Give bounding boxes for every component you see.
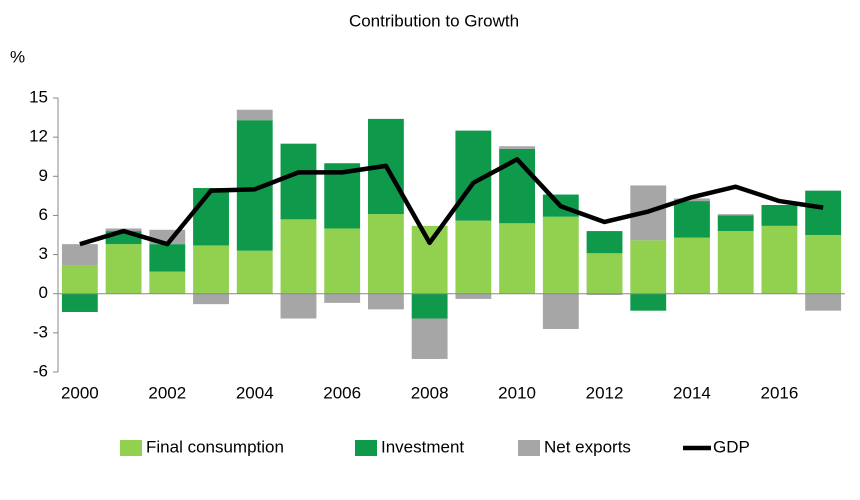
bar-segment <box>193 245 229 294</box>
x-tick-label: 2010 <box>498 383 536 402</box>
bar-segment <box>149 271 186 294</box>
bar-segment <box>586 231 623 254</box>
bar-segment <box>149 244 186 272</box>
bar-segment <box>499 223 536 294</box>
bar-segment <box>61 265 98 294</box>
bar-segment <box>674 201 710 238</box>
bar-segment <box>280 143 317 220</box>
legend-label: GDP <box>713 437 750 456</box>
bar-segment <box>586 293 623 296</box>
x-tick-label: 2012 <box>586 383 624 402</box>
legend-swatch <box>120 440 142 456</box>
bar-segment <box>324 228 361 294</box>
bar-segment <box>61 293 98 312</box>
x-tick-label: 2006 <box>323 383 361 402</box>
bar-segment <box>411 225 448 294</box>
legend-label: Final consumption <box>146 437 284 456</box>
bar-segment <box>542 293 579 329</box>
bar-segment <box>411 318 448 359</box>
bar-segment <box>280 293 317 319</box>
x-tick-label: 2016 <box>761 383 799 402</box>
bar-segment <box>630 240 667 294</box>
y-axis-label: % <box>10 47 25 66</box>
gdp-line <box>79 157 824 247</box>
x-tick-label: 2004 <box>236 383 274 402</box>
bar-segment <box>586 253 623 294</box>
bar-segment <box>761 204 798 226</box>
legend-label: Net exports <box>544 437 631 456</box>
bar-segment <box>542 216 579 294</box>
y-tick-label: 6 <box>39 205 48 224</box>
x-tick-label: 2000 <box>61 383 99 402</box>
legend-swatch <box>518 440 540 456</box>
bar-segment <box>717 231 754 294</box>
bar-segment <box>411 293 448 319</box>
y-tick-label: 12 <box>29 127 48 146</box>
bar-segment <box>499 146 536 149</box>
x-tick-label: 2008 <box>411 383 449 402</box>
bar-segment <box>805 235 842 294</box>
bar-segment <box>236 109 273 121</box>
legend-label: Investment <box>381 437 464 456</box>
bar-segment <box>805 293 842 311</box>
bar-segment <box>761 225 798 294</box>
legend-swatch <box>355 440 377 456</box>
bar-segment <box>805 190 842 235</box>
y-tick-label: -6 <box>33 361 48 380</box>
bar-segment <box>105 244 142 294</box>
x-tick-label: 2014 <box>673 383 711 402</box>
bar-segment <box>674 198 710 202</box>
bar-segment <box>455 293 492 299</box>
y-tick-label: 9 <box>39 166 48 185</box>
y-tick-label: 15 <box>29 87 48 106</box>
y-tick-label: 3 <box>39 244 48 263</box>
bar-segment <box>324 293 361 303</box>
bar-segment <box>193 293 229 305</box>
bar-segment <box>674 237 710 294</box>
bar-segment <box>455 220 492 294</box>
bar-segment <box>236 250 273 294</box>
x-tick-label: 2002 <box>148 383 186 402</box>
bar-segment <box>717 214 754 216</box>
y-tick-label: -3 <box>33 322 48 341</box>
bar-segment <box>193 188 229 246</box>
bar-segment <box>717 215 754 232</box>
y-tick-label: 0 <box>39 283 48 302</box>
bar-segment <box>61 244 98 266</box>
chart-title: Contribution to Growth <box>349 11 519 30</box>
bar-segment <box>280 219 317 294</box>
bar-segment <box>630 293 667 311</box>
bar-segment <box>367 214 404 294</box>
bar-segment <box>367 293 404 310</box>
